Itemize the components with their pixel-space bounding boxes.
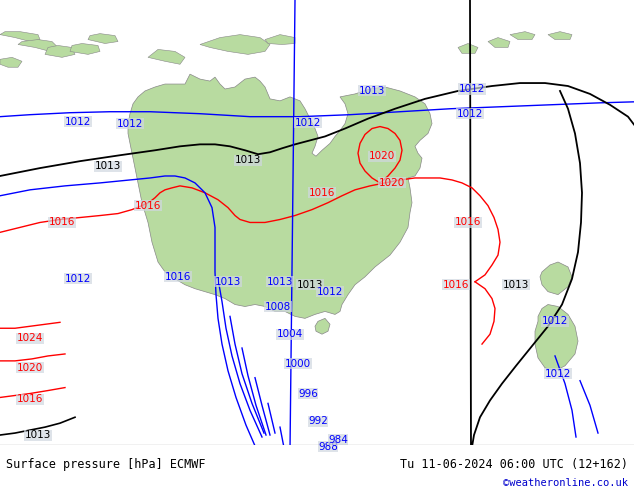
Text: 1012: 1012	[545, 369, 571, 379]
Text: 1008: 1008	[265, 301, 291, 312]
Text: 1013: 1013	[503, 280, 529, 290]
Text: 1013: 1013	[297, 280, 323, 290]
Polygon shape	[45, 46, 75, 57]
Polygon shape	[540, 262, 572, 294]
Text: 996: 996	[298, 389, 318, 398]
Text: 1016: 1016	[455, 218, 481, 227]
Text: 984: 984	[328, 435, 348, 445]
Text: 1013: 1013	[359, 86, 385, 96]
Text: 1020: 1020	[369, 151, 395, 161]
Text: 1004: 1004	[277, 329, 303, 339]
Polygon shape	[88, 34, 118, 44]
Text: ©weatheronline.co.uk: ©weatheronline.co.uk	[503, 478, 628, 488]
Polygon shape	[488, 38, 510, 48]
Text: 1012: 1012	[457, 109, 483, 119]
Text: 1016: 1016	[49, 218, 75, 227]
Polygon shape	[128, 74, 432, 318]
Text: 1012: 1012	[65, 274, 91, 284]
Polygon shape	[200, 35, 270, 54]
Text: 1024: 1024	[17, 333, 43, 343]
Text: 1013: 1013	[25, 430, 51, 440]
Text: 1013: 1013	[267, 277, 293, 287]
Text: 1000: 1000	[285, 359, 311, 369]
Polygon shape	[458, 44, 478, 53]
Text: 1012: 1012	[542, 317, 568, 326]
Text: 1016: 1016	[443, 280, 469, 290]
Polygon shape	[148, 49, 185, 64]
Text: 1016: 1016	[135, 200, 161, 211]
Polygon shape	[0, 57, 22, 67]
Text: 1016: 1016	[17, 394, 43, 404]
Text: 1016: 1016	[309, 188, 335, 198]
Text: 1012: 1012	[65, 117, 91, 126]
Text: 992: 992	[308, 416, 328, 426]
Polygon shape	[535, 304, 578, 371]
Text: 1012: 1012	[117, 119, 143, 128]
Text: 1012: 1012	[317, 287, 343, 296]
Text: 1013: 1013	[215, 277, 241, 287]
Text: 1016: 1016	[165, 272, 191, 282]
Text: 1020: 1020	[379, 178, 405, 188]
Text: 1020: 1020	[17, 363, 43, 373]
Text: 1012: 1012	[459, 84, 485, 94]
Polygon shape	[265, 35, 295, 45]
Polygon shape	[548, 32, 572, 40]
Polygon shape	[0, 32, 40, 42]
Polygon shape	[510, 32, 535, 40]
Polygon shape	[315, 318, 330, 334]
Polygon shape	[18, 40, 58, 51]
Polygon shape	[70, 44, 100, 54]
Text: Tu 11-06-2024 06:00 UTC (12+162): Tu 11-06-2024 06:00 UTC (12+162)	[399, 458, 628, 470]
Text: Surface pressure [hPa] ECMWF: Surface pressure [hPa] ECMWF	[6, 458, 206, 470]
Text: 988: 988	[318, 442, 338, 452]
Text: 1012: 1012	[295, 118, 321, 127]
Text: 1013: 1013	[235, 155, 261, 165]
Text: 1013: 1013	[95, 161, 121, 171]
